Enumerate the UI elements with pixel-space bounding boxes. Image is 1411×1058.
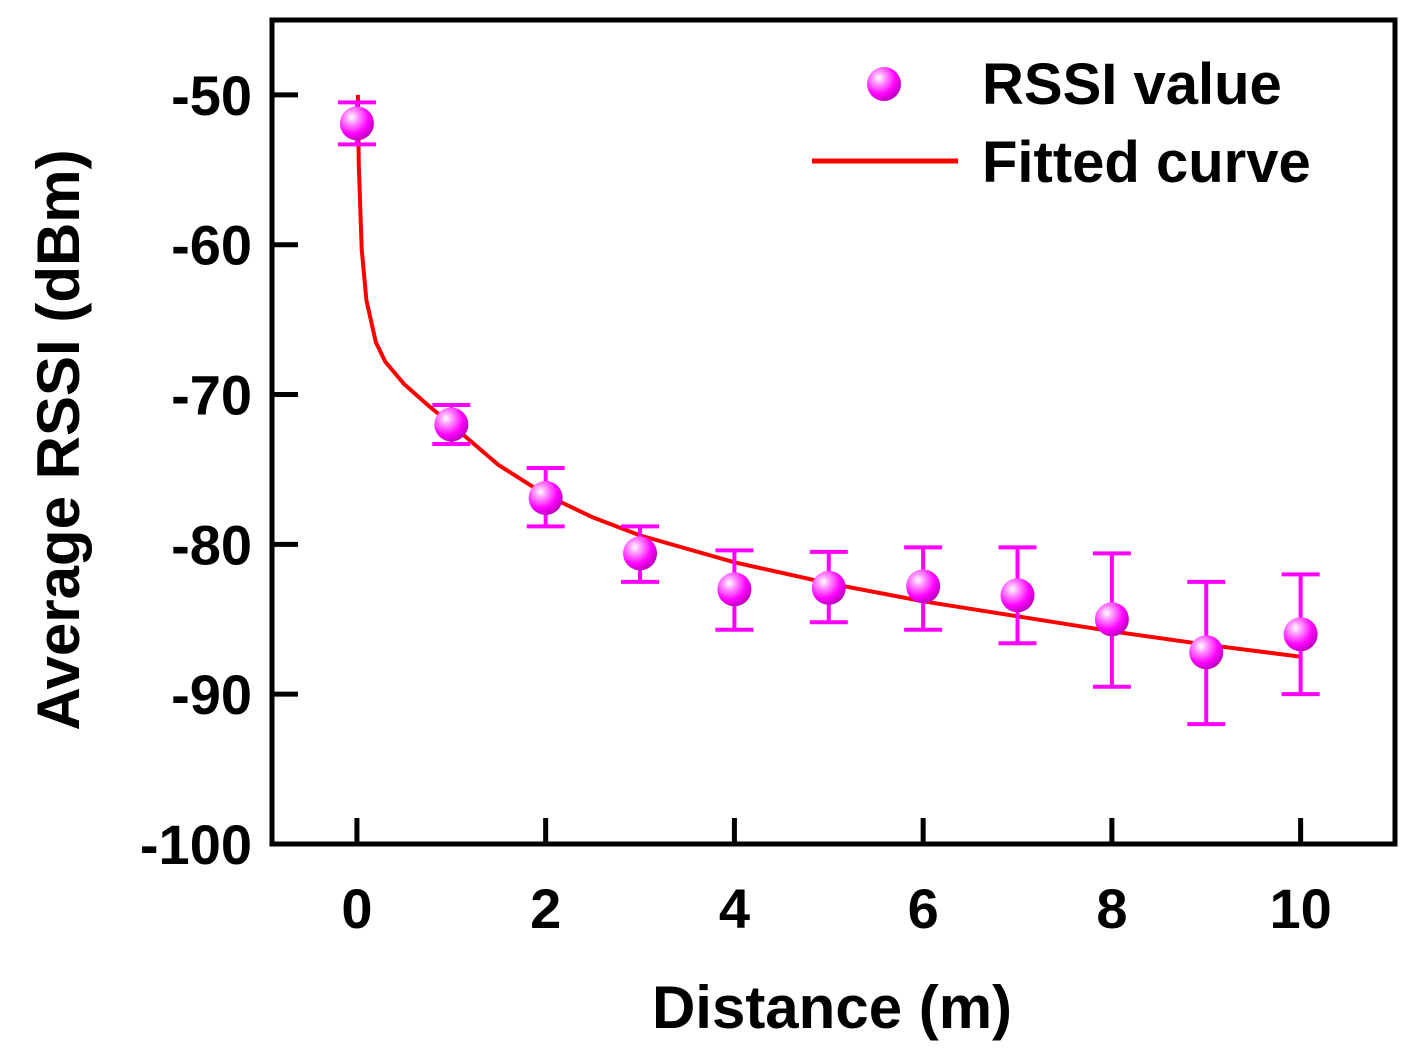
- data-point: [717, 572, 752, 607]
- legend-marker-rssi: [867, 67, 901, 101]
- data-point: [623, 536, 658, 571]
- y-tick-label: -100: [140, 813, 252, 876]
- y-axis-ticks: -50 -60 -70 -80 -90 -100: [140, 64, 298, 876]
- x-tick-label: 4: [719, 877, 750, 940]
- x-tick-label: 2: [530, 877, 561, 940]
- data-point: [1094, 602, 1129, 637]
- fitted-curve-line: [355, 94, 1301, 659]
- legend-label-fit: Fitted curve: [982, 130, 1311, 195]
- x-axis-title: Distance (m): [652, 974, 1012, 1041]
- errorbar-layer: [337, 100, 1320, 727]
- data-point: [1189, 635, 1224, 670]
- plot-frame: [269, 17, 1398, 847]
- data-point: [906, 569, 941, 604]
- x-tick-label: 10: [1269, 877, 1331, 940]
- data-point: [434, 407, 469, 442]
- x-tick-label: 0: [341, 877, 372, 940]
- data-point: [811, 570, 846, 605]
- legend: RSSI value Fitted curve: [812, 52, 1311, 195]
- legend-point-icon: [867, 67, 901, 101]
- point-layer: [339, 106, 1318, 670]
- x-axis-ticks: 0 2 4 6 8 10: [341, 818, 1332, 940]
- y-tick-label: -90: [171, 663, 252, 726]
- x-tick-label: 8: [1096, 877, 1127, 940]
- y-axis-title: Average RSSI (dBm): [25, 149, 92, 730]
- y-tick-label: -80: [171, 513, 252, 576]
- fit-layer: [355, 94, 1301, 659]
- data-point: [1283, 617, 1318, 652]
- data-point: [528, 480, 563, 515]
- y-tick-label: -70: [171, 364, 252, 427]
- y-tick-label: -60: [171, 214, 252, 277]
- y-tick-label: -50: [171, 64, 252, 127]
- x-tick-label: 6: [908, 877, 939, 940]
- legend-label-rssi: RSSI value: [982, 52, 1282, 117]
- data-point: [1000, 578, 1035, 613]
- data-point: [339, 106, 374, 141]
